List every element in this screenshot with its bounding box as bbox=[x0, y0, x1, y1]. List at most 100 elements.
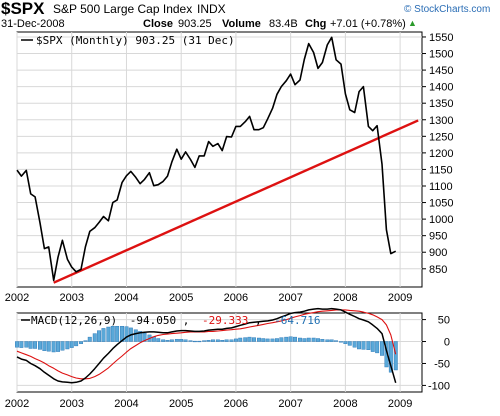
macd-y-axis: -100 -50 0 50 bbox=[422, 315, 450, 392]
macd-signal-line bbox=[16, 309, 397, 380]
macd-histogram-bar bbox=[106, 326, 111, 342]
macd-histogram-bar bbox=[188, 340, 193, 342]
macd-histogram-bar bbox=[46, 341, 51, 352]
macd-histogram-bar bbox=[380, 341, 384, 356]
macd-histogram-bar bbox=[28, 341, 33, 349]
macd-histogram-bar bbox=[183, 339, 188, 342]
macd-histogram-bar bbox=[229, 339, 234, 342]
price-legend-label: $SPX (Monthly) 903.25 (31 Dec) bbox=[36, 34, 235, 47]
price-legend: $SPX (Monthly) 903.25 (31 Dec) bbox=[21, 34, 235, 47]
macd-histogram-bar bbox=[329, 339, 334, 342]
macd-x-tick-label: 2009 bbox=[388, 398, 412, 410]
macd-histogram-bar bbox=[293, 336, 297, 342]
macd-histogram-bar bbox=[215, 339, 220, 342]
price-y-tick-label: 1000 bbox=[429, 214, 453, 226]
price-y-tick-label: 950 bbox=[429, 231, 447, 243]
macd-histogram-bar bbox=[357, 341, 361, 350]
price-y-tick-label: 1250 bbox=[429, 131, 453, 143]
macd-histogram-bar bbox=[142, 333, 147, 342]
price-x-tick-label: 2003 bbox=[59, 292, 83, 304]
macd-histogram-bar bbox=[334, 340, 338, 342]
macd-histogram-bar bbox=[270, 338, 275, 342]
macd-x-tick-label: 2006 bbox=[224, 398, 248, 410]
macd-histogram-bar bbox=[306, 337, 311, 342]
macd-histogram-bar bbox=[24, 341, 29, 348]
macd-histogram-bar bbox=[224, 339, 229, 342]
price-y-tick-label: 1300 bbox=[429, 115, 453, 127]
macd-histogram-bar bbox=[97, 330, 102, 342]
macd-histogram-bar bbox=[110, 326, 115, 342]
macd-histogram-bar bbox=[56, 341, 60, 352]
macd-x-tick-label: 2008 bbox=[333, 398, 357, 410]
macd-histogram-bar bbox=[60, 341, 65, 351]
volume-value: 83.4B bbox=[269, 18, 298, 30]
macd-histogram-bar bbox=[14, 341, 19, 348]
macd-histogram-bar bbox=[238, 337, 243, 342]
trendline bbox=[53, 119, 419, 284]
price-y-tick-label: 1150 bbox=[429, 164, 453, 176]
macd-y-tick-label: 0 bbox=[444, 337, 450, 349]
stockcharts-logo: © StockCharts.com bbox=[404, 4, 491, 15]
chart-header: $SPX S&P 500 Large Cap Index INDX 31-Dec… bbox=[0, 0, 500, 36]
macd-histogram-bar bbox=[298, 337, 302, 342]
volume-label: Volume bbox=[222, 18, 261, 30]
exchange-label: INDX bbox=[197, 2, 226, 16]
macd-legend-value-histogram: -64.716 bbox=[274, 314, 320, 327]
macd-histogram-bar bbox=[302, 338, 307, 342]
price-y-tick-label: 1400 bbox=[429, 82, 453, 94]
macd-histogram-bar bbox=[83, 340, 88, 342]
macd-histogram-bar bbox=[192, 340, 197, 343]
macd-histogram-bar bbox=[179, 339, 184, 342]
macd-legend-sep-2: , bbox=[255, 314, 262, 327]
macd-histogram-bar bbox=[251, 337, 256, 342]
macd-histogram-bar bbox=[19, 341, 24, 348]
macd-histogram-bar bbox=[115, 326, 120, 342]
macd-histogram-bar bbox=[361, 341, 366, 350]
macd-line bbox=[16, 307, 397, 384]
price-y-tick-label: 1350 bbox=[429, 98, 453, 110]
macd-histogram-bar bbox=[74, 341, 79, 347]
macd-histogram-bar bbox=[133, 329, 138, 342]
macd-histogram-bar bbox=[257, 337, 261, 342]
macd-histogram-bar bbox=[174, 339, 179, 342]
macd-histogram-bar bbox=[233, 338, 238, 342]
price-y-tick-label: 850 bbox=[429, 264, 447, 276]
macd-x-tick-label: 2005 bbox=[169, 398, 193, 410]
macd-histogram-bar bbox=[284, 336, 289, 342]
price-y-tick-label: 1100 bbox=[429, 181, 453, 193]
macd-series bbox=[16, 307, 397, 384]
macd-x-tick-label: 2004 bbox=[114, 398, 138, 410]
price-x-tick-label: 2002 bbox=[5, 292, 29, 304]
macd-legend: MACD(12,26,9) -94.050 , -29.333 , -64.71… bbox=[21, 314, 321, 327]
macd-histogram-bar bbox=[393, 341, 398, 371]
macd-histogram-bar bbox=[320, 339, 325, 342]
macd-histogram-bar bbox=[124, 326, 129, 342]
price-x-tick-label: 2009 bbox=[388, 292, 412, 304]
macd-histogram-bar bbox=[288, 336, 293, 342]
macd-histogram-bar bbox=[51, 341, 56, 353]
macd-histogram-bar bbox=[161, 339, 166, 342]
macd-legend-value-signal: -29.333 bbox=[202, 314, 248, 327]
macd-histogram-bar bbox=[156, 338, 161, 342]
macd-histogram-bar bbox=[220, 340, 225, 342]
macd-histogram-bar bbox=[316, 338, 320, 342]
price-x-tick-label: 2005 bbox=[169, 292, 193, 304]
macd-histogram-bar bbox=[79, 341, 84, 344]
macd-histogram-bar bbox=[370, 341, 375, 352]
price-x-tick-label: 2007 bbox=[278, 292, 302, 304]
macd-histogram-bar bbox=[87, 336, 92, 342]
macd-y-tick-label: -50 bbox=[434, 358, 450, 370]
macd-legend-value-macd: -94.050 bbox=[130, 314, 176, 327]
price-y-axis: 850 900 950 1000 1050 1100 1150 1200 1250 1300 135… bbox=[422, 32, 453, 276]
chart-date: 31-Dec-2008 bbox=[1, 18, 65, 30]
change-value: +7.01 (+0.78%) bbox=[330, 18, 406, 30]
index-name: S&P 500 Large Cap Index bbox=[53, 2, 193, 16]
change-arrow-icon: ▲ bbox=[408, 18, 417, 28]
macd-y-tick-label: 50 bbox=[438, 315, 450, 327]
macd-histogram-bar bbox=[347, 341, 352, 346]
price-y-tick-label: 1050 bbox=[429, 198, 453, 210]
macd-histogram-bar bbox=[206, 340, 211, 342]
macd-x-tick-label: 2003 bbox=[59, 398, 83, 410]
macd-panel: -100 -50 0 50 MACD(12,26,9) -94.050 , -29.3… bbox=[14, 307, 450, 393]
